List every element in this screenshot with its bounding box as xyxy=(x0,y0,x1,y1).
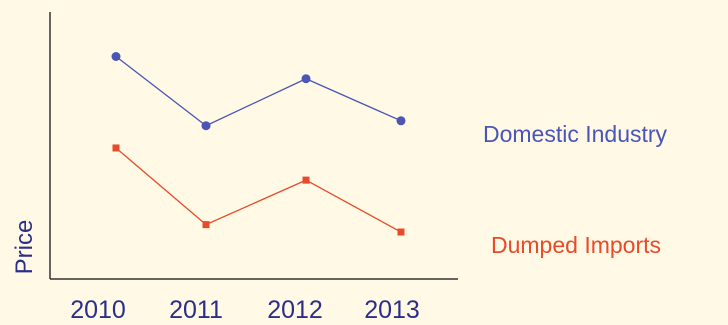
series-line-domestic-industry xyxy=(115,55,402,127)
legend: Domestic Industry Dumped Imports xyxy=(483,121,668,258)
x-tick-label: 2013 xyxy=(364,296,420,324)
x-tick-label: 2010 xyxy=(70,296,126,324)
y-axis-title: Price xyxy=(11,220,38,275)
data-point-domestic-industry xyxy=(201,121,211,131)
data-point-dumped-imports xyxy=(302,176,310,184)
x-tick-label: 2011 xyxy=(169,296,223,324)
x-tick-label: 2012 xyxy=(267,296,323,324)
data-point-domestic-industry xyxy=(301,74,311,84)
x-tick-labels: 2010 2011 2012 2013 xyxy=(70,296,420,324)
series-layer xyxy=(111,52,406,236)
data-point-domestic-industry xyxy=(111,52,121,61)
data-point-dumped-imports xyxy=(397,228,405,236)
data-point-dumped-imports xyxy=(202,221,210,229)
series-line-dumped-imports xyxy=(115,147,402,233)
axes xyxy=(49,12,458,280)
legend-label-dumped-imports: Dumped Imports xyxy=(491,232,661,258)
data-point-domestic-industry xyxy=(396,116,406,126)
data-point-dumped-imports xyxy=(112,144,120,152)
legend-label-domestic-industry: Domestic Industry xyxy=(483,121,668,147)
